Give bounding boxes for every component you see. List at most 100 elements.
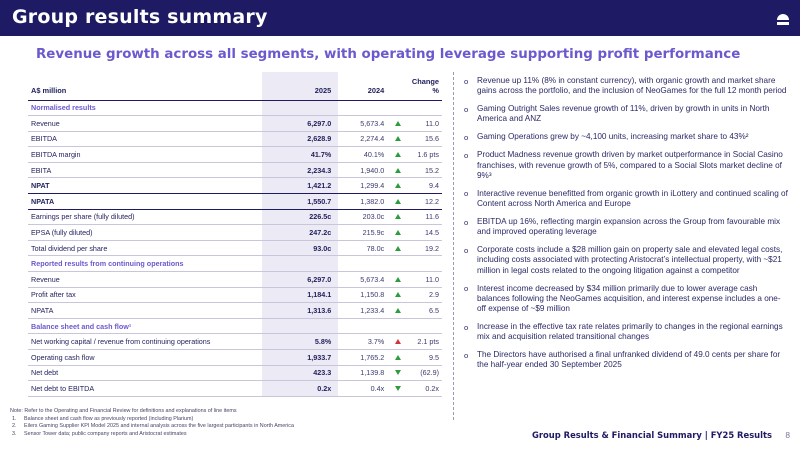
trend-cell — [387, 333, 409, 350]
change-value: 15.6 — [408, 131, 442, 148]
commentary-item: o EBITDA up 16%, reflecting margin expans… — [464, 217, 788, 237]
trend-cell — [387, 209, 409, 226]
table-section-row: Reported results from continuing operati… — [28, 255, 442, 273]
footnote-text: Balance sheet and cash flow as previousl… — [24, 415, 194, 422]
arrow-up-icon — [395, 183, 402, 189]
bullet-marker: o — [464, 217, 469, 227]
value-2024: 1,150.8 — [334, 287, 388, 304]
footnote-item: 2. Eilers Gaming Supplier KPI Model 2025 … — [10, 423, 294, 431]
bullet-marker: o — [464, 245, 469, 255]
bullet-marker: o — [464, 322, 469, 332]
value-2024: 78.0c — [334, 240, 388, 257]
row-label: Operating cash flow — [28, 349, 259, 366]
value-2024: 1,233.4 — [334, 302, 388, 319]
commentary-text: Increase in the effective tax rate relat… — [477, 322, 783, 342]
commentary-text: Corporate costs include a $28 million ga… — [477, 245, 783, 275]
trend-cell — [387, 115, 409, 132]
change-value: 15.2 — [408, 162, 442, 179]
value-2025: 247.2c — [258, 224, 335, 241]
trend-cell — [387, 131, 409, 148]
arrow-up-icon — [395, 120, 402, 126]
value-2024: 1,299.4 — [334, 177, 388, 195]
slide-subtitle: Revenue growth across all segments, with… — [36, 47, 741, 62]
commentary-list: o Revenue up 11% (8% in constant currency… — [464, 76, 788, 378]
arrow-up-icon — [395, 214, 402, 220]
section-label: Reported results from continuing operati… — [28, 255, 442, 273]
commentary-text: Gaming Operations grew by ~4,100 units, … — [477, 132, 749, 142]
row-label: Revenue — [28, 271, 259, 288]
trend-cell — [387, 162, 409, 179]
arrow-up-red-icon — [395, 339, 402, 345]
trend-cell — [387, 287, 409, 304]
bullet-marker: o — [464, 284, 469, 294]
bullet-marker: o — [464, 132, 469, 142]
bullet-marker: o — [464, 150, 469, 160]
table-row: NPAT 1,421.2 1,299.4 9.4 — [28, 177, 442, 195]
change-value: 0.2x — [408, 380, 442, 397]
commentary-text: Revenue up 11% (8% in constant currency)… — [477, 76, 787, 96]
value-2024: 1,382.0 — [334, 193, 388, 210]
footer-text: Group Results & Financial Summary | FY25… — [531, 430, 772, 440]
arrow-up-icon — [395, 276, 402, 282]
column-divider — [453, 72, 454, 420]
change-value: 11.0 — [408, 115, 442, 132]
value-2025: 1,550.7 — [258, 193, 335, 210]
bullet-marker: o — [464, 189, 469, 199]
footnote-items: 1. Balance sheet and cash flow as previou… — [10, 416, 294, 439]
value-2024: 40.1% — [334, 146, 388, 163]
row-label: EBITDA margin — [28, 146, 259, 163]
row-label: NPAT — [28, 177, 259, 195]
row-label: Profit after tax — [28, 287, 259, 304]
commentary-item: o Gaming Outright Sales revenue growth of… — [464, 104, 788, 124]
page-title: Group results summary — [12, 6, 268, 28]
table-section-row: Balance sheet and cash flow¹ — [28, 318, 442, 335]
value-2025: 2,234.3 — [258, 162, 335, 179]
arrow-up-icon — [395, 354, 402, 360]
bullet-marker: o — [464, 350, 469, 360]
arrow-up-icon — [395, 230, 402, 236]
arrow-up-icon — [395, 152, 402, 158]
table-row: EBITDA margin 41.7% 40.1% 1.6 pts — [28, 146, 442, 163]
table-row: NPATA 1,550.7 1,382.0 12.2 — [28, 193, 442, 210]
table-row: EBITA 2,234.3 1,940.0 15.2 — [28, 162, 442, 179]
table-row: Net debt to EBITDA 0.2x 0.4x 0.2x — [28, 380, 442, 397]
value-2025: 1,933.7 — [258, 349, 335, 366]
value-2024: 1,139.8 — [334, 365, 388, 382]
value-2024: 5,673.4 — [334, 271, 388, 288]
value-2025: 1,421.2 — [258, 177, 335, 195]
commentary-item: o Gaming Operations grew by ~4,100 units,… — [464, 132, 788, 142]
commentary-item: o Product Madness revenue growth driven b… — [464, 150, 788, 181]
trend-cell — [387, 193, 409, 210]
change-value: (62.9) — [408, 365, 442, 382]
arrow-up-icon — [395, 167, 402, 173]
trend-cell — [387, 146, 409, 163]
table-row: Revenue 6,297.0 5,673.4 11.0 — [28, 115, 442, 132]
commentary-text: EBITDA up 16%, reflecting margin expansi… — [477, 217, 781, 237]
value-2025: 2,628.9 — [258, 131, 335, 148]
header-2025: 2025 — [258, 72, 335, 101]
commentary-text: Interactive revenue benefitted from orga… — [477, 188, 788, 209]
row-label: Total dividend per share — [28, 240, 259, 257]
value-2025: 0.2x — [258, 380, 335, 397]
row-label: EPSA (fully diluted) — [28, 224, 259, 241]
aristocrat-logo-icon — [777, 14, 789, 25]
commentary-text: The Directors have authorised a final un… — [477, 350, 781, 370]
value-2025: 5.8% — [258, 333, 335, 350]
trend-cell — [387, 349, 409, 366]
commentary-item: o Interest income decreased by $34 millio… — [464, 284, 788, 315]
row-label: Net working capital / revenue from conti… — [28, 333, 259, 350]
commentary-text: Interest income decreased by $34 million… — [477, 283, 781, 314]
value-2024: 2,274.4 — [334, 131, 388, 148]
change-value: 11.6 — [408, 209, 442, 226]
footnote-number: 1. — [12, 415, 17, 422]
table-row: Profit after tax 1,184.1 1,150.8 2.9 — [28, 287, 442, 304]
table-row: EPSA (fully diluted) 247.2c 215.9c 14.5 — [28, 224, 442, 241]
arrow-down-icon — [395, 385, 402, 391]
footnote-text: Eilers Gaming Supplier KPI Model 2025 an… — [24, 423, 294, 430]
value-2024: 215.9c — [334, 224, 388, 241]
footnote-text: Sensor Tower data; public company report… — [24, 430, 187, 437]
footnote-note: Note: Refer to the Operating and Financi… — [10, 408, 237, 414]
value-2024: 3.7% — [334, 333, 388, 350]
header-bar: Group results summary — [0, 0, 800, 36]
table-row: Operating cash flow 1,933.7 1,765.2 9.5 — [28, 349, 442, 366]
